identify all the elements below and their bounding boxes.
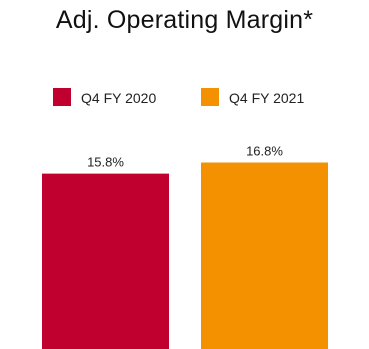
bar-series [42, 162, 328, 349]
legend-label: Q4 FY 2020 [81, 90, 156, 106]
chart-title: Adj. Operating Margin* [55, 6, 314, 34]
bar-value-label: 16.8% [246, 144, 283, 159]
legend-label: Q4 FY 2021 [229, 90, 304, 106]
bar-2 [201, 162, 328, 349]
bar-1 [42, 173, 169, 349]
bar-value-label: 15.8% [87, 155, 124, 170]
legend-swatch [201, 88, 219, 106]
legend-swatch [53, 88, 71, 106]
chart-legend: Q4 FY 2020 Q4 FY 2021 [53, 88, 304, 106]
data-labels: 15.8% 16.8% [87, 144, 283, 170]
